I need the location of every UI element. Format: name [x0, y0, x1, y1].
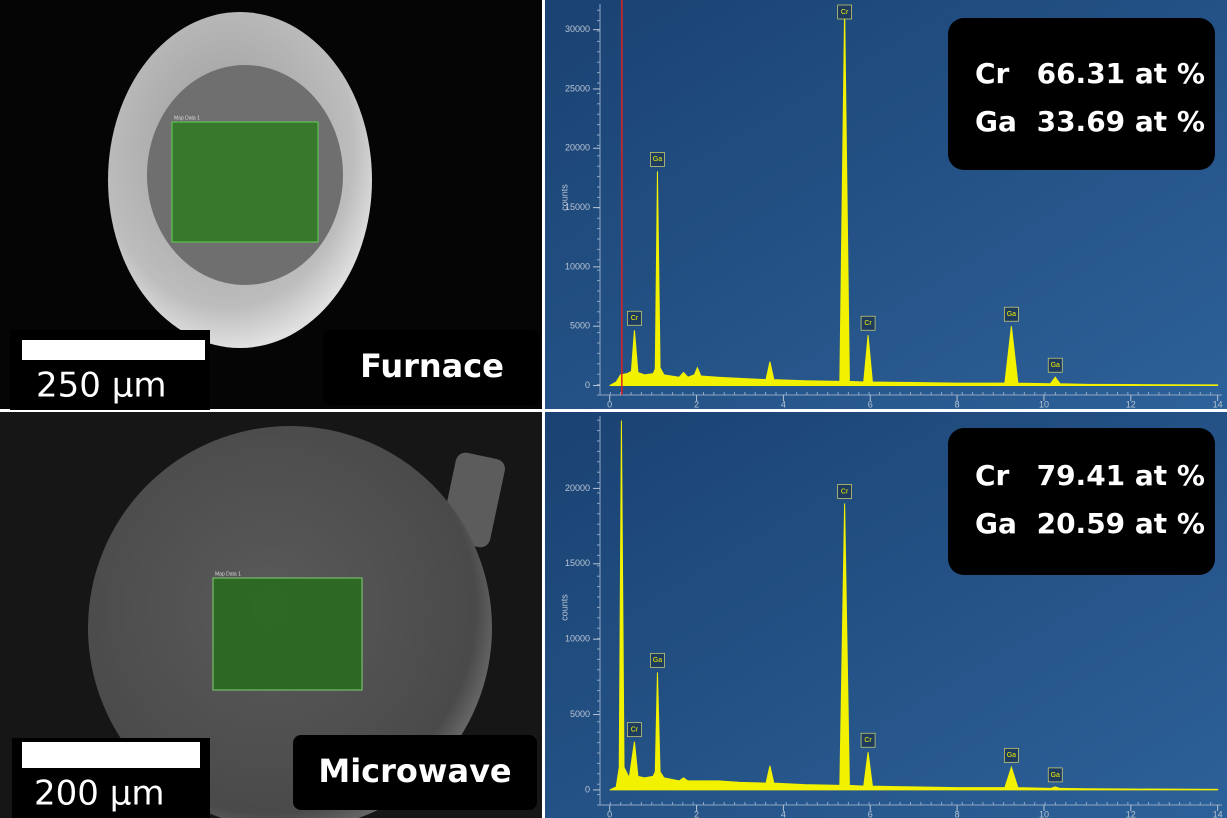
peak-label: Cr [631, 315, 639, 322]
y-tick-label: 10000 [565, 261, 590, 271]
page: Map Data 1 250 µm Furnace Map Data 1 200… [0, 0, 1227, 818]
peak-label: Cr [841, 488, 849, 495]
y-tick-label: 5000 [570, 709, 590, 719]
fraction: 79.41 at % [1037, 459, 1205, 492]
scale-label: 250 µm [36, 366, 166, 406]
x-tick-label: 0 [607, 399, 612, 409]
map-region [172, 122, 318, 242]
x-tick-label: 4 [781, 809, 786, 818]
scale-bar [22, 742, 200, 768]
composition-box [948, 428, 1215, 575]
x-tick-label: 10 [1039, 399, 1049, 409]
fraction: 20.59 at % [1037, 507, 1205, 540]
x-tick-label: 14 [1213, 809, 1223, 818]
y-tick-label: 10000 [565, 634, 590, 644]
y-tick-label: 15000 [565, 558, 590, 568]
y-axis-label: counts [559, 184, 569, 211]
peak-label: Ga [1051, 362, 1060, 369]
composition-box [948, 18, 1215, 170]
x-tick-label: 2 [694, 399, 699, 409]
scale-bar [22, 340, 205, 360]
element: Cr [975, 57, 1010, 90]
fraction: 33.69 at % [1037, 105, 1205, 138]
y-tick-label: 30000 [565, 24, 590, 34]
element: Ga [975, 507, 1017, 540]
fraction: 66.31 at % [1037, 57, 1205, 90]
y-tick-label: 0 [585, 784, 590, 794]
x-tick-label: 8 [955, 809, 960, 818]
map-label: Map Data 1 [215, 571, 241, 577]
peak-label: Cr [841, 9, 849, 16]
peak-label: Cr [864, 737, 872, 744]
x-tick-label: 12 [1126, 809, 1136, 818]
scale-label: 200 µm [34, 774, 164, 814]
element: Cr [975, 459, 1010, 492]
figure: Map Data 1 250 µm Furnace Map Data 1 200… [0, 0, 1227, 818]
y-tick-label: 5000 [570, 321, 590, 331]
peak-label: Ga [1007, 311, 1016, 318]
map-region [213, 578, 362, 690]
x-tick-label: 6 [868, 399, 873, 409]
x-tick-label: 14 [1213, 399, 1223, 409]
peak-label: Cr [631, 727, 639, 734]
peak-label: Ga [1007, 752, 1016, 759]
element: Ga [975, 105, 1017, 138]
peak-label: Ga [1051, 772, 1060, 779]
x-tick-label: 10 [1039, 809, 1049, 818]
x-tick-label: 12 [1126, 399, 1136, 409]
y-tick-label: 0 [585, 380, 590, 390]
x-tick-label: 0 [607, 809, 612, 818]
x-tick-label: 6 [868, 809, 873, 818]
y-tick-label: 25000 [565, 83, 590, 93]
x-tick-label: 8 [955, 399, 960, 409]
x-tick-label: 4 [781, 399, 786, 409]
map-label: Map Data 1 [174, 115, 200, 121]
image-label: Furnace [360, 347, 504, 385]
peak-label: Ga [653, 657, 662, 664]
peak-label: Ga [653, 156, 662, 163]
y-tick-label: 20000 [565, 143, 590, 153]
y-tick-label: 20000 [565, 483, 590, 493]
x-tick-label: 2 [694, 809, 699, 818]
y-axis-label: counts [559, 594, 569, 621]
peak-label: Cr [864, 320, 872, 327]
image-label: Microwave [318, 752, 511, 790]
